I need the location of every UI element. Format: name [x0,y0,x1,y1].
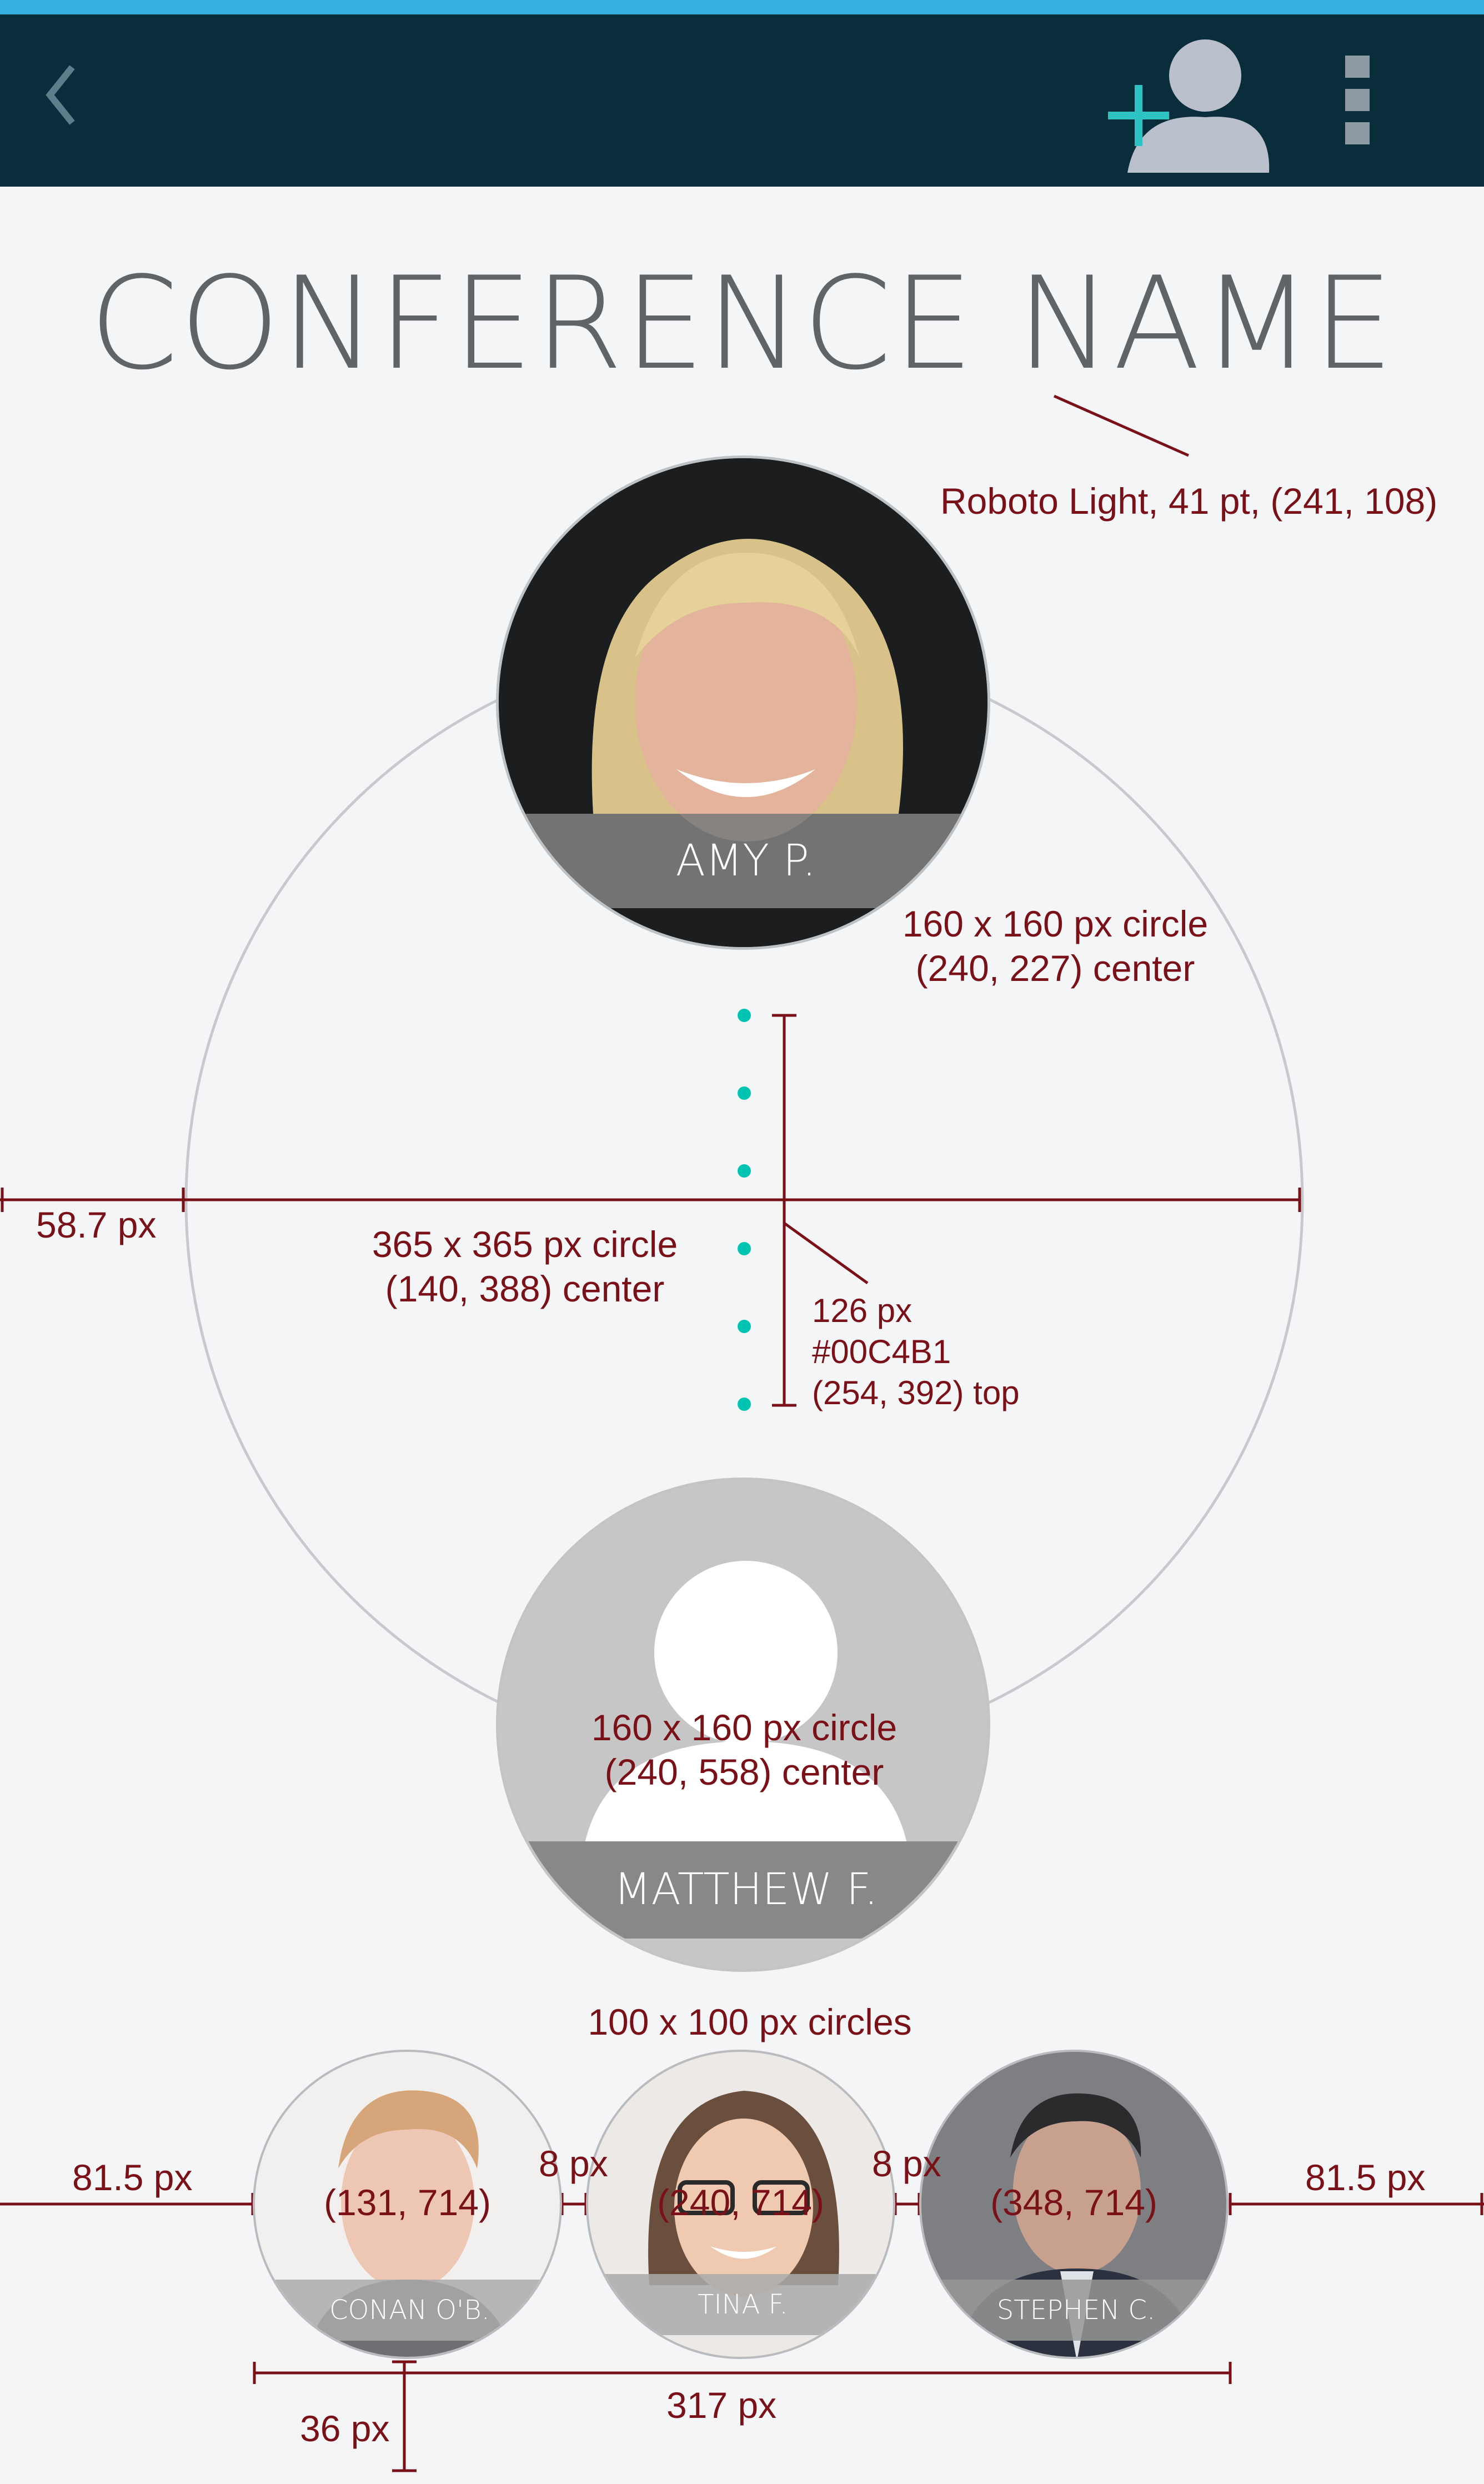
person-placeholder-icon [582,1561,910,1858]
name-banner: STEPHEN C. [921,2280,1226,2341]
left-margin-annotation: 58.7 px [36,1204,157,1245]
small-center-annotation-2: (240, 714) [657,2182,824,2223]
name-banner: CONAN O'B. [255,2280,560,2341]
name-banner: MATTHEW F. [499,1841,987,1939]
dots-annotation: 126 px #00C4B1 (254, 392) top [812,1290,1020,1414]
name-banner: TINA F. [588,2274,893,2335]
speaker-name: AMY P. [675,836,816,886]
overflow-menu-icon[interactable] [1344,54,1372,149]
small-center-annotation-1: (131, 714) [324,2182,491,2223]
annotation-line: 365 x 365 px circle [372,1224,678,1265]
total-width-annotation: 317 px [666,2385,777,2426]
annotation-line: (240, 558) center [604,1751,884,1792]
annotation-line: (140, 388) center [385,1268,665,1309]
app-bar [0,14,1484,187]
speaker-name: STEPHEN C. [996,2295,1156,2326]
connector-dots [738,1009,751,1411]
chevron-left-icon[interactable] [39,59,83,131]
bottom-margin-annotation: 36 px [300,2408,390,2449]
annotation-line: (254, 392) top [812,1374,1020,1411]
gap-annotation-2: 8 px [872,2143,941,2184]
small-right-margin-annotation: 81.5 px [1305,2157,1426,2198]
speaker-photo [648,2091,839,2296]
status-accent-bar [0,0,1484,14]
small-left-margin-annotation: 81.5 px [72,2157,193,2198]
gap-annotation-1: 8 px [539,2143,608,2184]
speaker-name: TINA F. [698,2289,788,2320]
add-person-icon[interactable] [1105,34,1277,178]
speaker-name: MATTHEW F. [614,1865,878,1915]
speaker-avatar-small-1[interactable]: CONAN O'B. [253,2050,562,2359]
speaker-avatar-top[interactable]: AMY P. [496,455,990,950]
speaker-avatar-small-2[interactable]: TINA F. [586,2050,895,2359]
small-circles-annotation: 100 x 100 px circles [588,2001,912,2042]
speaker-name: CONAN O'B. [329,2295,490,2326]
annotation-line: (240, 227) center [915,948,1195,989]
conference-title: CONFERENCE NAME [89,250,1395,398]
speaker-avatar-small-3[interactable]: STEPHEN C. [919,2050,1229,2359]
top-circle-annotation: 160 x 160 px circle (240, 227) center [855,902,1255,990]
annotation-line: #00C4B1 [812,1333,951,1370]
title-spec-annotation: Roboto Light, 41 pt, (241, 108) [940,480,1438,522]
speaker-avatar-bottom[interactable]: MATTHEW F. [496,1478,990,1972]
annotation-line: 126 px [812,1292,913,1329]
bottom-circle-annotation: 160 x 160 px circle (240, 558) center [544,1705,944,1794]
small-center-annotation-3: (348, 714) [990,2182,1157,2223]
name-banner: AMY P. [499,814,987,908]
annotation-line: 160 x 160 px circle [902,903,1209,944]
annotation-line: 160 x 160 px circle [591,1707,898,1748]
big-circle-annotation: 365 x 365 px circle (140, 388) center [333,1222,716,1311]
